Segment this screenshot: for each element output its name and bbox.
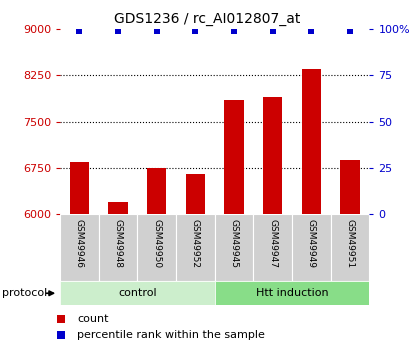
Bar	[147, 168, 166, 214]
Point	[269, 28, 276, 34]
Bar	[60, 214, 99, 281]
Bar	[263, 97, 282, 214]
Text: GSM49951: GSM49951	[346, 219, 354, 268]
Bar	[215, 214, 254, 281]
Bar	[225, 100, 244, 214]
Bar	[331, 214, 369, 281]
Bar	[60, 281, 215, 305]
Point	[154, 28, 160, 34]
Text: GSM49950: GSM49950	[152, 219, 161, 268]
Point	[192, 28, 199, 34]
Text: GSM49952: GSM49952	[191, 219, 200, 268]
Text: GSM49948: GSM49948	[114, 219, 123, 268]
Text: percentile rank within the sample: percentile rank within the sample	[77, 330, 265, 340]
Text: GSM49946: GSM49946	[75, 219, 84, 268]
Text: GDS1236 / rc_AI012807_at: GDS1236 / rc_AI012807_at	[114, 12, 301, 26]
Point	[58, 332, 65, 337]
Bar	[254, 214, 292, 281]
Text: control: control	[118, 288, 157, 298]
Bar	[137, 214, 176, 281]
Text: protocol: protocol	[2, 288, 47, 298]
Bar	[186, 174, 205, 214]
Text: count: count	[77, 314, 109, 324]
Text: Htt induction: Htt induction	[256, 288, 328, 298]
Text: GSM49949: GSM49949	[307, 219, 316, 268]
Point	[308, 28, 315, 34]
Bar	[302, 69, 321, 214]
Bar	[70, 161, 89, 214]
Bar	[340, 160, 360, 214]
Point	[58, 316, 65, 322]
Text: GSM49947: GSM49947	[268, 219, 277, 268]
Point	[115, 28, 122, 34]
Bar	[108, 201, 128, 214]
Bar	[215, 281, 369, 305]
Point	[347, 28, 353, 34]
Bar	[292, 214, 331, 281]
Point	[76, 28, 83, 34]
Bar	[99, 214, 137, 281]
Point	[231, 28, 237, 34]
Bar	[176, 214, 215, 281]
Text: GSM49945: GSM49945	[229, 219, 239, 268]
